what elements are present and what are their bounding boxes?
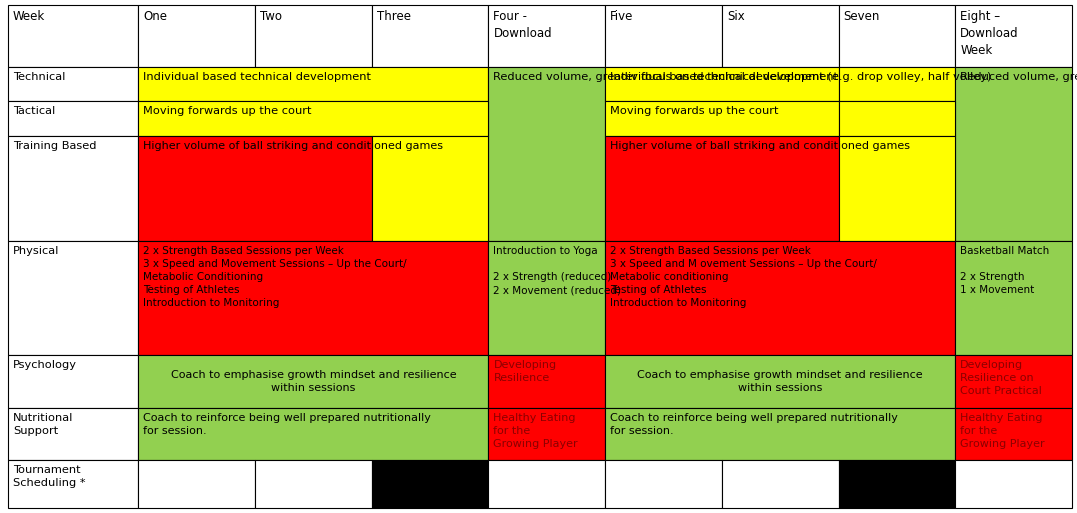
Text: Coach to emphasise growth mindset and resilience
within sessions: Coach to emphasise growth mindset and re…: [638, 370, 923, 393]
Bar: [138, 136, 372, 241]
Bar: [605, 136, 839, 241]
Text: 2 x Strength Based Sessions per Week
3 x Speed and M ovement Sessions – Up the C: 2 x Strength Based Sessions per Week 3 x…: [611, 246, 877, 308]
Text: Healthy Eating
for the
Growing Player: Healthy Eating for the Growing Player: [493, 412, 578, 449]
Bar: [489, 241, 605, 355]
Text: Technical: Technical: [13, 72, 66, 82]
Bar: [955, 355, 1072, 408]
Bar: [138, 241, 489, 355]
Text: One: One: [143, 10, 167, 23]
Text: Reduced volume, greater focus on technical development (e.g. drop volley, half v: Reduced volume, greater focus on technic…: [961, 72, 1077, 82]
Text: Moving forwards up the court: Moving forwards up the court: [143, 106, 312, 116]
Bar: [955, 460, 1072, 508]
Bar: [372, 5, 489, 67]
Text: Week: Week: [13, 10, 45, 23]
Text: Training Based: Training Based: [13, 141, 97, 151]
Bar: [8, 67, 138, 102]
Text: Individual based technical development: Individual based technical development: [143, 72, 372, 82]
Text: Nutritional
Support: Nutritional Support: [13, 412, 73, 436]
Bar: [138, 67, 489, 102]
Text: Six: Six: [727, 10, 744, 23]
Text: Coach to emphasise growth mindset and resilience
within sessions: Coach to emphasise growth mindset and re…: [170, 370, 457, 393]
Bar: [8, 136, 138, 241]
Bar: [605, 355, 955, 408]
Bar: [955, 241, 1072, 355]
Text: Tournament
Scheduling *: Tournament Scheduling *: [13, 465, 85, 488]
Bar: [955, 5, 1072, 67]
Bar: [839, 67, 955, 102]
Text: Seven: Seven: [843, 10, 880, 23]
Text: Coach to reinforce being well prepared nutritionally
for session.: Coach to reinforce being well prepared n…: [611, 412, 898, 436]
Text: Physical: Physical: [13, 246, 59, 255]
Bar: [489, 460, 605, 508]
Text: Tactical: Tactical: [13, 106, 55, 116]
Bar: [489, 355, 605, 408]
Text: Higher volume of ball striking and conditioned games: Higher volume of ball striking and condi…: [611, 141, 910, 151]
Text: Two: Two: [260, 10, 282, 23]
Bar: [372, 460, 489, 508]
Bar: [605, 67, 839, 102]
Bar: [839, 136, 955, 241]
Bar: [255, 5, 372, 67]
Bar: [955, 408, 1072, 460]
Text: Reduced volume, greater focus on technical development (e.g. drop volley, half v: Reduced volume, greater focus on technic…: [493, 72, 992, 82]
Text: Introduction to Yoga

2 x Strength (reduced)
2 x Movement (reduced): Introduction to Yoga 2 x Strength (reduc…: [493, 246, 621, 295]
Text: Five: Five: [611, 10, 633, 23]
Text: 2 x Strength Based Sessions per Week
3 x Speed and Movement Sessions – Up the Co: 2 x Strength Based Sessions per Week 3 x…: [143, 246, 407, 308]
Bar: [955, 67, 1072, 241]
Text: Healthy Eating
for the
Growing Player: Healthy Eating for the Growing Player: [961, 412, 1045, 449]
Bar: [138, 460, 255, 508]
Text: Basketball Match

2 x Strength
1 x Movement: Basketball Match 2 x Strength 1 x Moveme…: [961, 246, 1050, 295]
Bar: [138, 102, 489, 136]
Bar: [839, 460, 955, 508]
Text: Individual based technical development: Individual based technical development: [611, 72, 838, 82]
Bar: [489, 5, 605, 67]
Bar: [138, 5, 255, 67]
Bar: [489, 67, 605, 241]
Bar: [722, 460, 839, 508]
Bar: [605, 102, 839, 136]
Bar: [605, 241, 955, 355]
Bar: [138, 408, 489, 460]
Text: Eight –
Download
Week: Eight – Download Week: [961, 10, 1019, 57]
Bar: [372, 136, 489, 241]
Bar: [489, 408, 605, 460]
Bar: [8, 102, 138, 136]
Bar: [255, 460, 372, 508]
Bar: [8, 5, 138, 67]
Bar: [8, 460, 138, 508]
Bar: [138, 355, 489, 408]
Text: Psychology: Psychology: [13, 360, 76, 370]
Bar: [839, 102, 955, 136]
Bar: [8, 355, 138, 408]
Bar: [722, 5, 839, 67]
Bar: [605, 460, 722, 508]
Text: Developing
Resilience: Developing Resilience: [493, 360, 557, 383]
Text: Three: Three: [377, 10, 410, 23]
Text: Moving forwards up the court: Moving forwards up the court: [611, 106, 779, 116]
Bar: [605, 408, 955, 460]
Bar: [839, 5, 955, 67]
Text: Developing
Resilience on
Court Practical: Developing Resilience on Court Practical: [961, 360, 1043, 397]
Text: Higher volume of ball striking and conditioned games: Higher volume of ball striking and condi…: [143, 141, 444, 151]
Text: Coach to reinforce being well prepared nutritionally
for session.: Coach to reinforce being well prepared n…: [143, 412, 431, 436]
Bar: [605, 5, 722, 67]
Bar: [8, 241, 138, 355]
Text: Four -
Download: Four - Download: [493, 10, 553, 40]
Bar: [8, 408, 138, 460]
